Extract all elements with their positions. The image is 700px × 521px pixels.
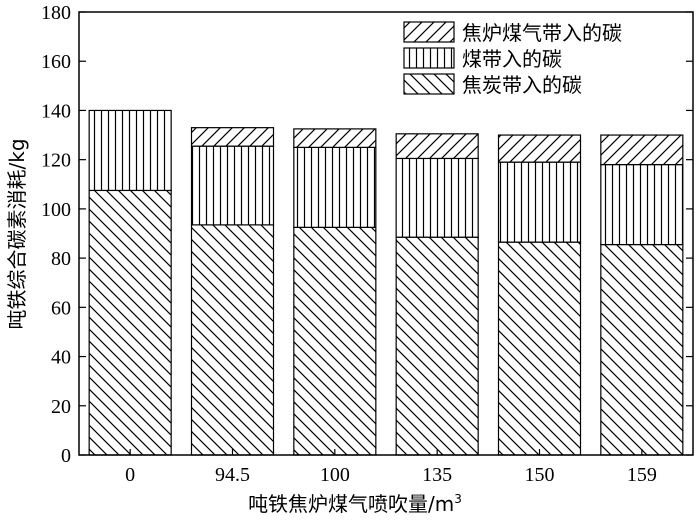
plot-frame xyxy=(78,11,694,456)
x-axis-title-superscript: 3 xyxy=(454,492,462,506)
bar-segment-2-6 xyxy=(600,163,684,246)
y-tick-label: 40 xyxy=(51,347,71,369)
bar-segment-3-4 xyxy=(395,133,479,160)
bar-segment-3-6 xyxy=(600,134,684,166)
x-tick-label: 135 xyxy=(422,464,452,486)
legend-label-1: 焦炉煤气带入的碳 xyxy=(462,21,622,45)
y-tick-label: 60 xyxy=(51,297,71,319)
legend-label-3: 焦炭带入的碳 xyxy=(462,73,582,97)
bar-segment-1-6 xyxy=(600,243,684,456)
bar-segment-1-3 xyxy=(293,226,377,456)
x-tick-label: 94.5 xyxy=(215,464,250,486)
bar-segment-2-4 xyxy=(395,157,479,238)
y-tick-label: 160 xyxy=(41,51,71,73)
bar-segment-1-2 xyxy=(190,224,275,456)
legend-swatch-1 xyxy=(403,21,455,43)
bar-segment-1-1 xyxy=(88,189,172,456)
y-tick-label: 20 xyxy=(51,396,71,418)
bar-segment-2-5 xyxy=(497,161,582,243)
y-tick-label: 120 xyxy=(41,150,71,172)
legend-label-2: 煤带入的碳 xyxy=(462,47,562,71)
bar-segment-3-3 xyxy=(293,128,377,148)
y-tick-label: 0 xyxy=(61,445,71,467)
bars-layer xyxy=(88,109,684,456)
y-axis: 0 20 40 60 80 100 120 140 160 180 xyxy=(41,2,693,467)
x-axis-title-text: 吨铁焦炉煤气喷吹量/m xyxy=(248,492,454,516)
bar-segment-1-5 xyxy=(497,241,582,456)
x-axis: 0 94.5 100 135 150 159 xyxy=(125,449,657,486)
bar-segment-1-4 xyxy=(395,236,479,456)
bar-segment-3-2 xyxy=(190,127,275,147)
bar-segment-2-2 xyxy=(190,145,275,226)
x-axis-title: 吨铁焦炉煤气喷吹量/m3 xyxy=(248,492,462,516)
legend-swatch-2 xyxy=(403,47,455,69)
bar-segment-2-1 xyxy=(88,109,172,192)
y-tick-label: 100 xyxy=(41,199,71,221)
x-tick-label: 159 xyxy=(627,464,657,486)
x-tick-label: 100 xyxy=(320,464,350,486)
x-tick-label: 0 xyxy=(125,464,135,486)
bar-segment-3-5 xyxy=(497,134,582,163)
y-axis-title: 吨铁综合碳素消耗/kg xyxy=(5,138,29,329)
y-tick-label: 140 xyxy=(41,100,71,122)
x-tick-label: 150 xyxy=(525,464,555,486)
legend-swatch-3 xyxy=(403,73,455,95)
bar-segment-2-3 xyxy=(293,146,377,228)
y-tick-label: 80 xyxy=(51,248,71,270)
y-tick-label: 180 xyxy=(41,2,71,24)
